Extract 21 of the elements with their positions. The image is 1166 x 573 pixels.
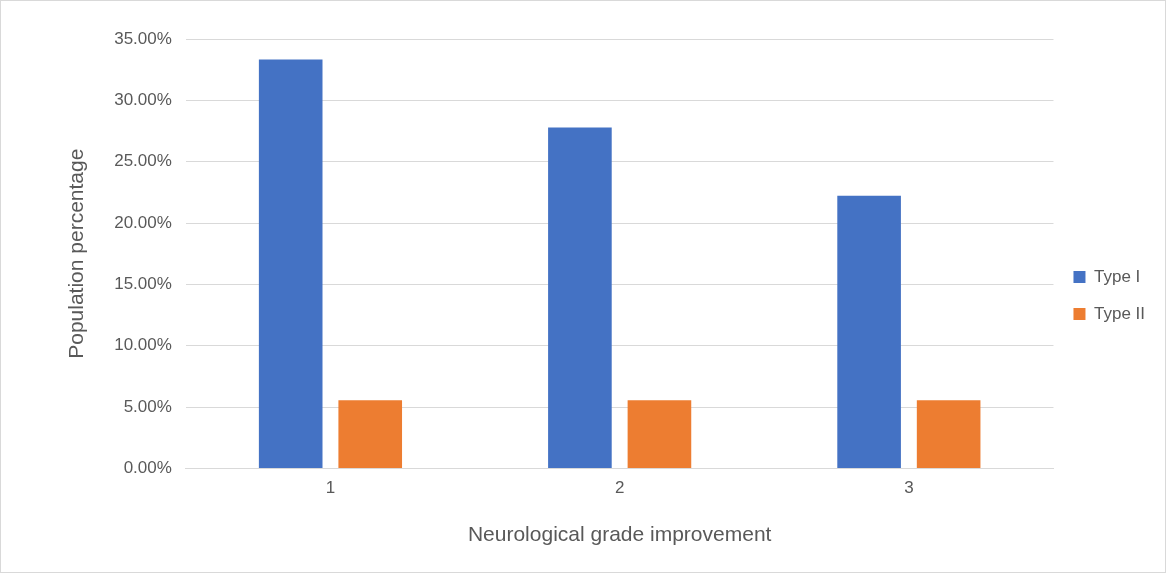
x-tick-label: 3 (904, 478, 914, 498)
bar (916, 400, 981, 468)
bar (837, 195, 901, 468)
legend-label: Type I (1093, 266, 1141, 286)
bar (338, 400, 403, 468)
y-tick-label: 0.00% (123, 458, 172, 478)
y-tick-label: 20.00% (114, 212, 172, 232)
y-tick-label: 5.00% (123, 396, 172, 416)
y-tick-label: 35.00% (114, 28, 172, 48)
x-tick-label: 2 (614, 478, 625, 498)
x-axis-title: Neurological grade improvement (467, 522, 772, 546)
y-tick-label: 30.00% (114, 90, 172, 110)
x-tick-label: 1 (325, 478, 336, 498)
y-tick-label: 10.00% (114, 335, 172, 355)
bar (627, 400, 692, 468)
bar (258, 59, 323, 468)
legend-label: Type II (1093, 303, 1146, 323)
y-tick-label: 15.00% (114, 274, 172, 294)
bar (548, 127, 612, 468)
y-axis-title: Population percentage (64, 148, 88, 359)
y-tick-label: 25.00% (114, 151, 172, 171)
